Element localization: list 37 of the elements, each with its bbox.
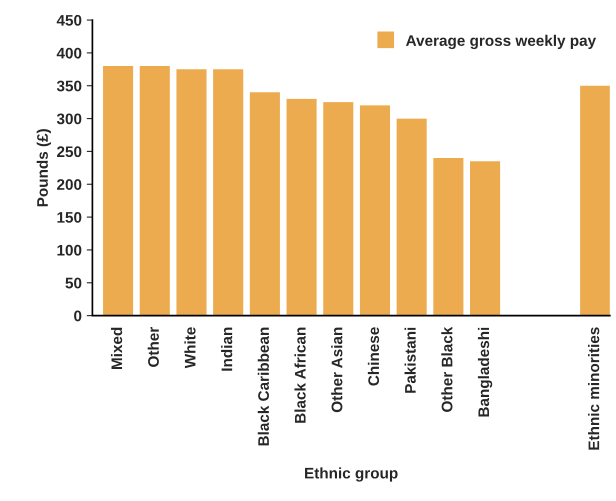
y-tick-label: 100: [57, 244, 82, 256]
x-tick-label: Chinese: [368, 327, 380, 386]
x-axis-title: Ethnic group: [305, 467, 398, 482]
x-tick-label: Pakistani: [404, 328, 416, 393]
y-tick-label: 0: [74, 310, 82, 322]
y-tick-label: 300: [56, 113, 82, 124]
legend-label: Average gross weekly pay: [406, 34, 596, 50]
y-tick-label: 150: [57, 212, 82, 223]
y-tick-label: 50: [65, 278, 82, 288]
y-tick-label: 250: [57, 146, 82, 158]
bar: [396, 118, 427, 316]
x-tick-label: Mixed: [110, 328, 122, 370]
y-tick-label: 400: [56, 48, 82, 59]
bar: [323, 102, 354, 316]
bar: [360, 105, 390, 316]
bar: [103, 66, 134, 316]
x-tick-label: Black Caribbean: [258, 328, 269, 446]
bar: [286, 98, 317, 316]
x-tick-label: Ethnic minorities: [588, 327, 600, 450]
y-tick-label: 200: [57, 179, 82, 190]
x-tick-label: Bangladeshi: [478, 328, 492, 417]
bar: [140, 66, 170, 316]
x-tick-label: Other Black: [441, 326, 452, 412]
bar: [176, 69, 207, 316]
y-tick-label: 350: [56, 80, 82, 92]
bar: [580, 86, 610, 316]
bar: [433, 158, 464, 316]
x-tick-label: Other: [148, 326, 159, 367]
bar: [470, 161, 500, 316]
x-tick-label: Other Asian: [331, 328, 342, 412]
x-tick-label: Indian: [221, 328, 232, 371]
bar: [250, 92, 280, 316]
bar: [213, 69, 244, 316]
y-axis-title: Pounds (£): [36, 129, 51, 206]
x-tick-label: Black African: [294, 328, 306, 423]
y-tick-label: 450: [56, 14, 82, 26]
x-tick-label: White: [184, 327, 196, 368]
